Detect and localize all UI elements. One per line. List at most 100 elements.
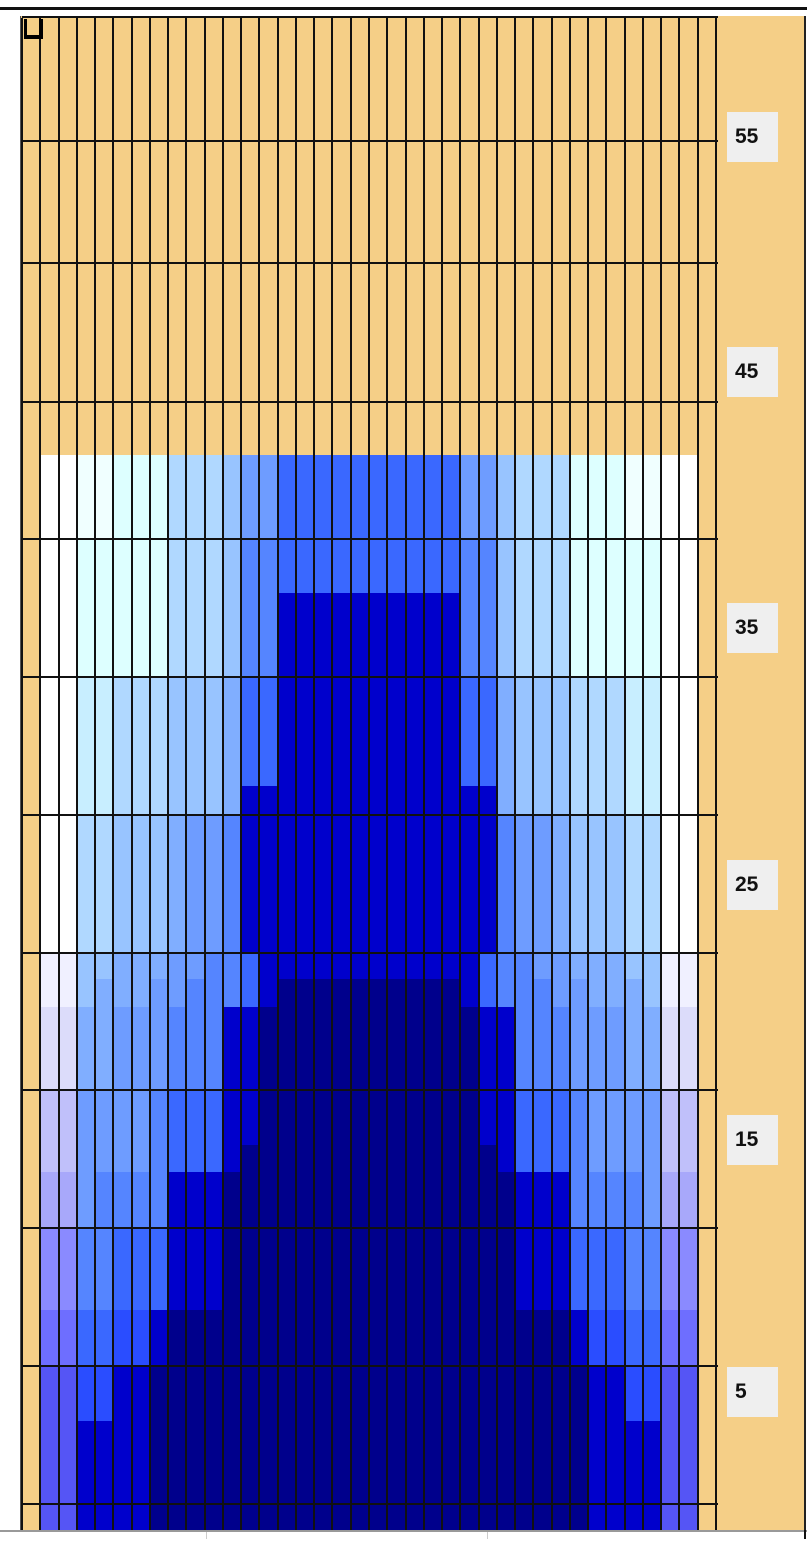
- grid-cell: [186, 482, 205, 511]
- grid-cell: [460, 592, 479, 621]
- grid-cell: [387, 1310, 406, 1338]
- grid-cell: [588, 565, 607, 593]
- grid-cell: [259, 565, 278, 593]
- grid-vertical-line: [495, 18, 498, 1530]
- grid-cell: [442, 1089, 461, 1118]
- grid-cell: [405, 841, 424, 869]
- grid-cell: [569, 1448, 589, 1476]
- grid-cell: [588, 1255, 607, 1283]
- grid-cell: [332, 1393, 351, 1421]
- grid-cell: [22, 1393, 41, 1421]
- grid-cell: [369, 510, 388, 538]
- grid-cell: [533, 1503, 552, 1532]
- grid-cell: [332, 1448, 351, 1476]
- grid-cell: [643, 1448, 662, 1476]
- grid-cell: [350, 951, 370, 980]
- grid-cell: [624, 1089, 644, 1118]
- grid-cell: [533, 592, 552, 621]
- grid-cell: [387, 1227, 406, 1256]
- grid-cell: [58, 841, 77, 869]
- grid-cell: [679, 979, 698, 1007]
- grid-cell: [113, 1006, 132, 1035]
- grid-cell: [643, 1255, 662, 1283]
- grid-cell: [58, 1338, 77, 1366]
- grid-cell: [149, 1200, 169, 1228]
- grid-cell: [423, 1006, 443, 1035]
- grid-cell: [277, 730, 296, 759]
- grid-cell: [423, 813, 443, 842]
- grid-cell: [387, 1503, 406, 1532]
- grid-cell: [478, 951, 497, 980]
- grid-cell: [606, 1255, 625, 1283]
- grid-cell: [661, 455, 680, 483]
- grid-cell: [131, 565, 150, 593]
- grid-cell: [679, 537, 698, 566]
- grid-cell: [76, 703, 96, 731]
- grid-cell: [387, 537, 406, 566]
- grid-cell: [661, 1338, 680, 1366]
- row-label-15: 15: [727, 1115, 778, 1165]
- grid-cell: [624, 1200, 644, 1228]
- grid-horizontal-line: [22, 401, 718, 403]
- grid-cell: [679, 841, 698, 869]
- grid-cell: [131, 1006, 150, 1035]
- grid-cell: [222, 1282, 242, 1311]
- grid-cell: [588, 730, 607, 759]
- grid-cell: [58, 1448, 77, 1476]
- grid-cell: [222, 565, 242, 593]
- grid-cell: [131, 648, 150, 676]
- grid-cell: [76, 1144, 96, 1173]
- grid-cell: [661, 482, 680, 511]
- grid-cell: [186, 1475, 205, 1504]
- grid-cell: [643, 1200, 662, 1228]
- grid-cell: [95, 648, 114, 676]
- grid-cell: [149, 592, 169, 621]
- grid-cell: [186, 841, 205, 869]
- grid-cell: [460, 537, 479, 566]
- grid-vertical-line: [57, 18, 60, 1530]
- grid-cell: [332, 1475, 351, 1504]
- grid-cell: [131, 1448, 150, 1476]
- grid-cell: [423, 1310, 443, 1338]
- grid-cell: [551, 565, 570, 593]
- grid-cell: [679, 703, 698, 731]
- grid-cell: [624, 1255, 644, 1283]
- grid-vertical-line: [696, 18, 699, 1530]
- grid-cell: [350, 1255, 370, 1283]
- grid-cell: [606, 1282, 625, 1311]
- grid-cell: [259, 896, 278, 925]
- grid-cell: [259, 730, 278, 759]
- grid-cell: [95, 510, 114, 538]
- grid-cell: [314, 1475, 333, 1504]
- grid-cell: [76, 1282, 96, 1311]
- grid-cell: [113, 924, 132, 952]
- grid-cell: [661, 1144, 680, 1173]
- grid-cell: [222, 1006, 242, 1035]
- grid-cell: [369, 1117, 388, 1145]
- grid-cell: [332, 1282, 351, 1311]
- grid-cell: [168, 868, 187, 897]
- grid-cell: [533, 813, 552, 842]
- grid-cell: [624, 1062, 644, 1090]
- grid-cell: [533, 1448, 552, 1476]
- grid-cell: [259, 1393, 278, 1421]
- grid-cell: [314, 620, 333, 649]
- grid-cell: [350, 1393, 370, 1421]
- grid-cell: [515, 1200, 534, 1228]
- grid-cell: [515, 841, 534, 869]
- grid-cell: [186, 1200, 205, 1228]
- grid-cell: [405, 1227, 424, 1256]
- grid-cell: [442, 1282, 461, 1311]
- grid-cell: [515, 1448, 534, 1476]
- grid-cell: [405, 592, 424, 621]
- grid-cell: [405, 565, 424, 593]
- grid-cell: [259, 592, 278, 621]
- grid-cell: [369, 482, 388, 511]
- grid-cell: [643, 1503, 662, 1532]
- grid-cell: [22, 1062, 41, 1090]
- grid-cell: [442, 648, 461, 676]
- grid-cell: [113, 1034, 132, 1063]
- grid-cell: [460, 510, 479, 538]
- grid-cell: [697, 1338, 717, 1366]
- grid-cell: [369, 1200, 388, 1228]
